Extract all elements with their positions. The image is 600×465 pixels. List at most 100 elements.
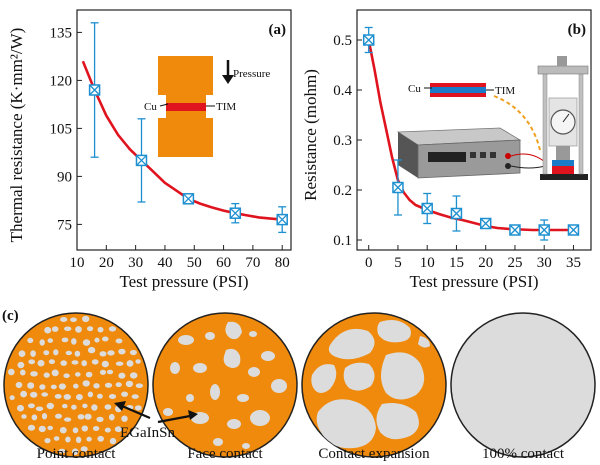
panel-a-marker-cross [136,154,147,166]
panel-a-xtick-label: 70 [245,255,260,271]
contact-dot [115,361,124,366]
contact-dot [30,391,38,398]
contact-dot [118,372,126,379]
contact-dot [118,348,126,355]
contact-dot [87,326,94,332]
contact-dot [41,392,49,397]
contact-dot [86,436,92,442]
contact-dot [63,326,72,332]
contact-dot [17,404,24,412]
panel-a-marker-cross [276,214,288,226]
contact-dot [55,413,62,419]
panel-b-point [392,159,404,216]
contact-dot [101,360,109,368]
panel-b-point [479,217,492,230]
pressure-arrow-head-icon [222,75,234,84]
contact-dot [93,383,100,389]
contact-dot [63,394,71,400]
panel-a-xtick-label: 40 [157,255,172,271]
panel-c-label: (c) [2,308,19,324]
contact-dot [84,413,92,420]
contact-dot [71,338,77,345]
panel-b-ytick-label: 0.3 [333,133,352,149]
contact-dot [21,414,27,419]
contact-dot [27,382,35,389]
panel-c: (c) [2,308,596,462]
contact-dot [61,337,69,343]
contact-dot [37,359,45,367]
panel-b-xtick-label: 10 [420,255,435,271]
contact-dot [20,369,26,376]
panel-a-ytick-label: 120 [50,73,73,89]
panel-b-point [421,192,433,225]
contact-dot [97,326,104,333]
contact-dot [135,359,141,364]
inset-cu-pointer [159,103,169,107]
contact-dot [72,427,79,434]
panel-b-marker-cross [421,203,433,214]
panel-a-ytick-label: 90 [57,169,72,185]
contact-dot [97,435,104,442]
panel-a-marker-cross [89,84,101,96]
contact-dot [94,337,100,343]
contact-dot [64,417,72,422]
contact-dot [54,394,62,399]
contact-dot [53,436,60,441]
panel-b-xtick-label: 5 [394,255,402,271]
panel-b-xtick-label: 0 [365,255,373,271]
contact-dot [106,369,114,375]
contact-dot [73,383,79,389]
contact-dot [65,436,71,443]
contact-dot [71,448,79,456]
panel-a-ytick-label: 75 [57,217,72,233]
panel-a-inset: Pressure Cu TIM [144,56,270,157]
contact-dot [47,425,53,431]
panel-b-ytick-label: 0.2 [333,183,352,199]
contact-dot [131,394,139,399]
contact-dot [75,372,81,377]
panel-a-point [88,22,101,158]
test-fixture-icon [537,56,589,180]
contact-dot [108,394,117,399]
contact-dot [99,351,107,357]
inset-bottom-block [158,118,213,157]
panel-a-marker-cross [182,193,194,205]
contact-dot [58,448,66,454]
inset-pressure-label: Pressure [233,68,270,80]
contact-dot [44,326,52,334]
panel-a-xtick-label: 10 [70,255,85,271]
contact-dot [18,350,26,358]
panel-a-xtick-label: 60 [216,255,231,271]
panel-b-ylabel: Resistance (mohm) [301,69,320,201]
inset-cu-label: Cu [144,101,157,113]
contact-dot [62,403,68,409]
panel-b-inset: Cu TIM [396,56,589,180]
egainsn-annotation: EGaInSn [114,401,198,441]
contact-dot [104,404,112,410]
inset-tim-label: TIM [216,101,236,113]
contact-dot [135,383,144,389]
contact-dot [38,425,46,433]
panel-a-xtick-label: 30 [128,255,143,271]
contact-dot [121,415,128,422]
contact-dot [85,371,93,378]
contact-dot [58,383,66,390]
contact-dot [76,394,83,401]
panel-b-frame [356,9,592,251]
panel-b-ytick-label: 0.4 [333,83,352,99]
panel-a-frame [76,9,292,251]
contact-dot [53,349,59,356]
contact-dot [108,326,117,332]
inset-b-connector [493,95,541,151]
inset-b-cu-label: Cu [408,83,421,95]
inset-cu-top [166,95,206,103]
contact-dot [74,350,81,357]
contact-dot [43,350,50,356]
contact-dot [43,372,50,378]
contact-dot [77,414,85,420]
contact-dot [27,424,36,431]
multimeter-icon [396,127,546,179]
panel-a-point [229,202,242,224]
caption-full-contact: 100% contact [482,446,565,462]
inset-b-cu-bottom [430,93,486,97]
